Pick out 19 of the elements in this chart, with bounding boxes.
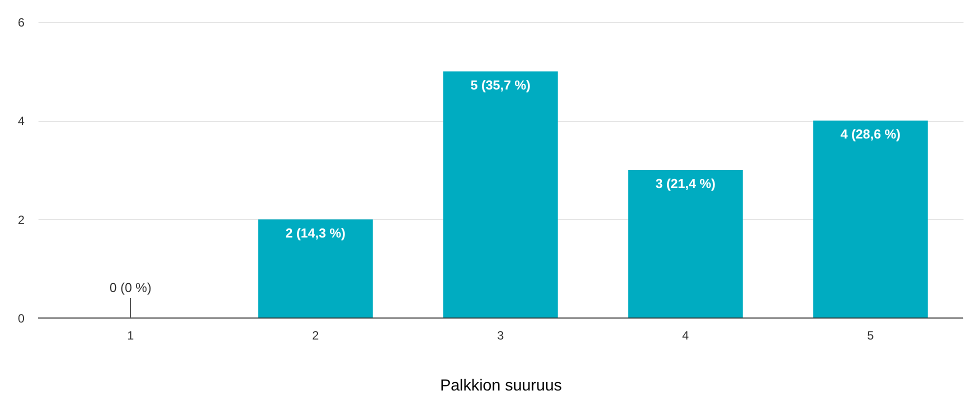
x-axis-title: Palkkion suuruus (440, 378, 562, 394)
y-tick-label: 2 (18, 212, 25, 227)
y-tick-label: 0 (18, 312, 25, 326)
bar (628, 170, 743, 318)
x-tick-label: 4 (682, 328, 690, 342)
bar (443, 71, 558, 318)
x-tick-label: 2 (312, 328, 320, 342)
bar (813, 120, 928, 318)
x-tick-label: 3 (497, 328, 504, 342)
data-label: 2 (14,3 %) (286, 225, 346, 240)
y-tick-label: 4 (18, 114, 25, 128)
data-label: 0 (0 %) (110, 280, 152, 295)
bar (258, 219, 373, 318)
x-tick-label: 1 (127, 328, 134, 342)
data-label: 3 (21,4 %) (656, 176, 716, 191)
y-tick-label: 6 (18, 16, 25, 30)
x-tick-label: 5 (867, 328, 874, 342)
data-label: 4 (28,6 %) (840, 126, 900, 142)
data-label: 5 (35,7 %) (470, 77, 530, 92)
